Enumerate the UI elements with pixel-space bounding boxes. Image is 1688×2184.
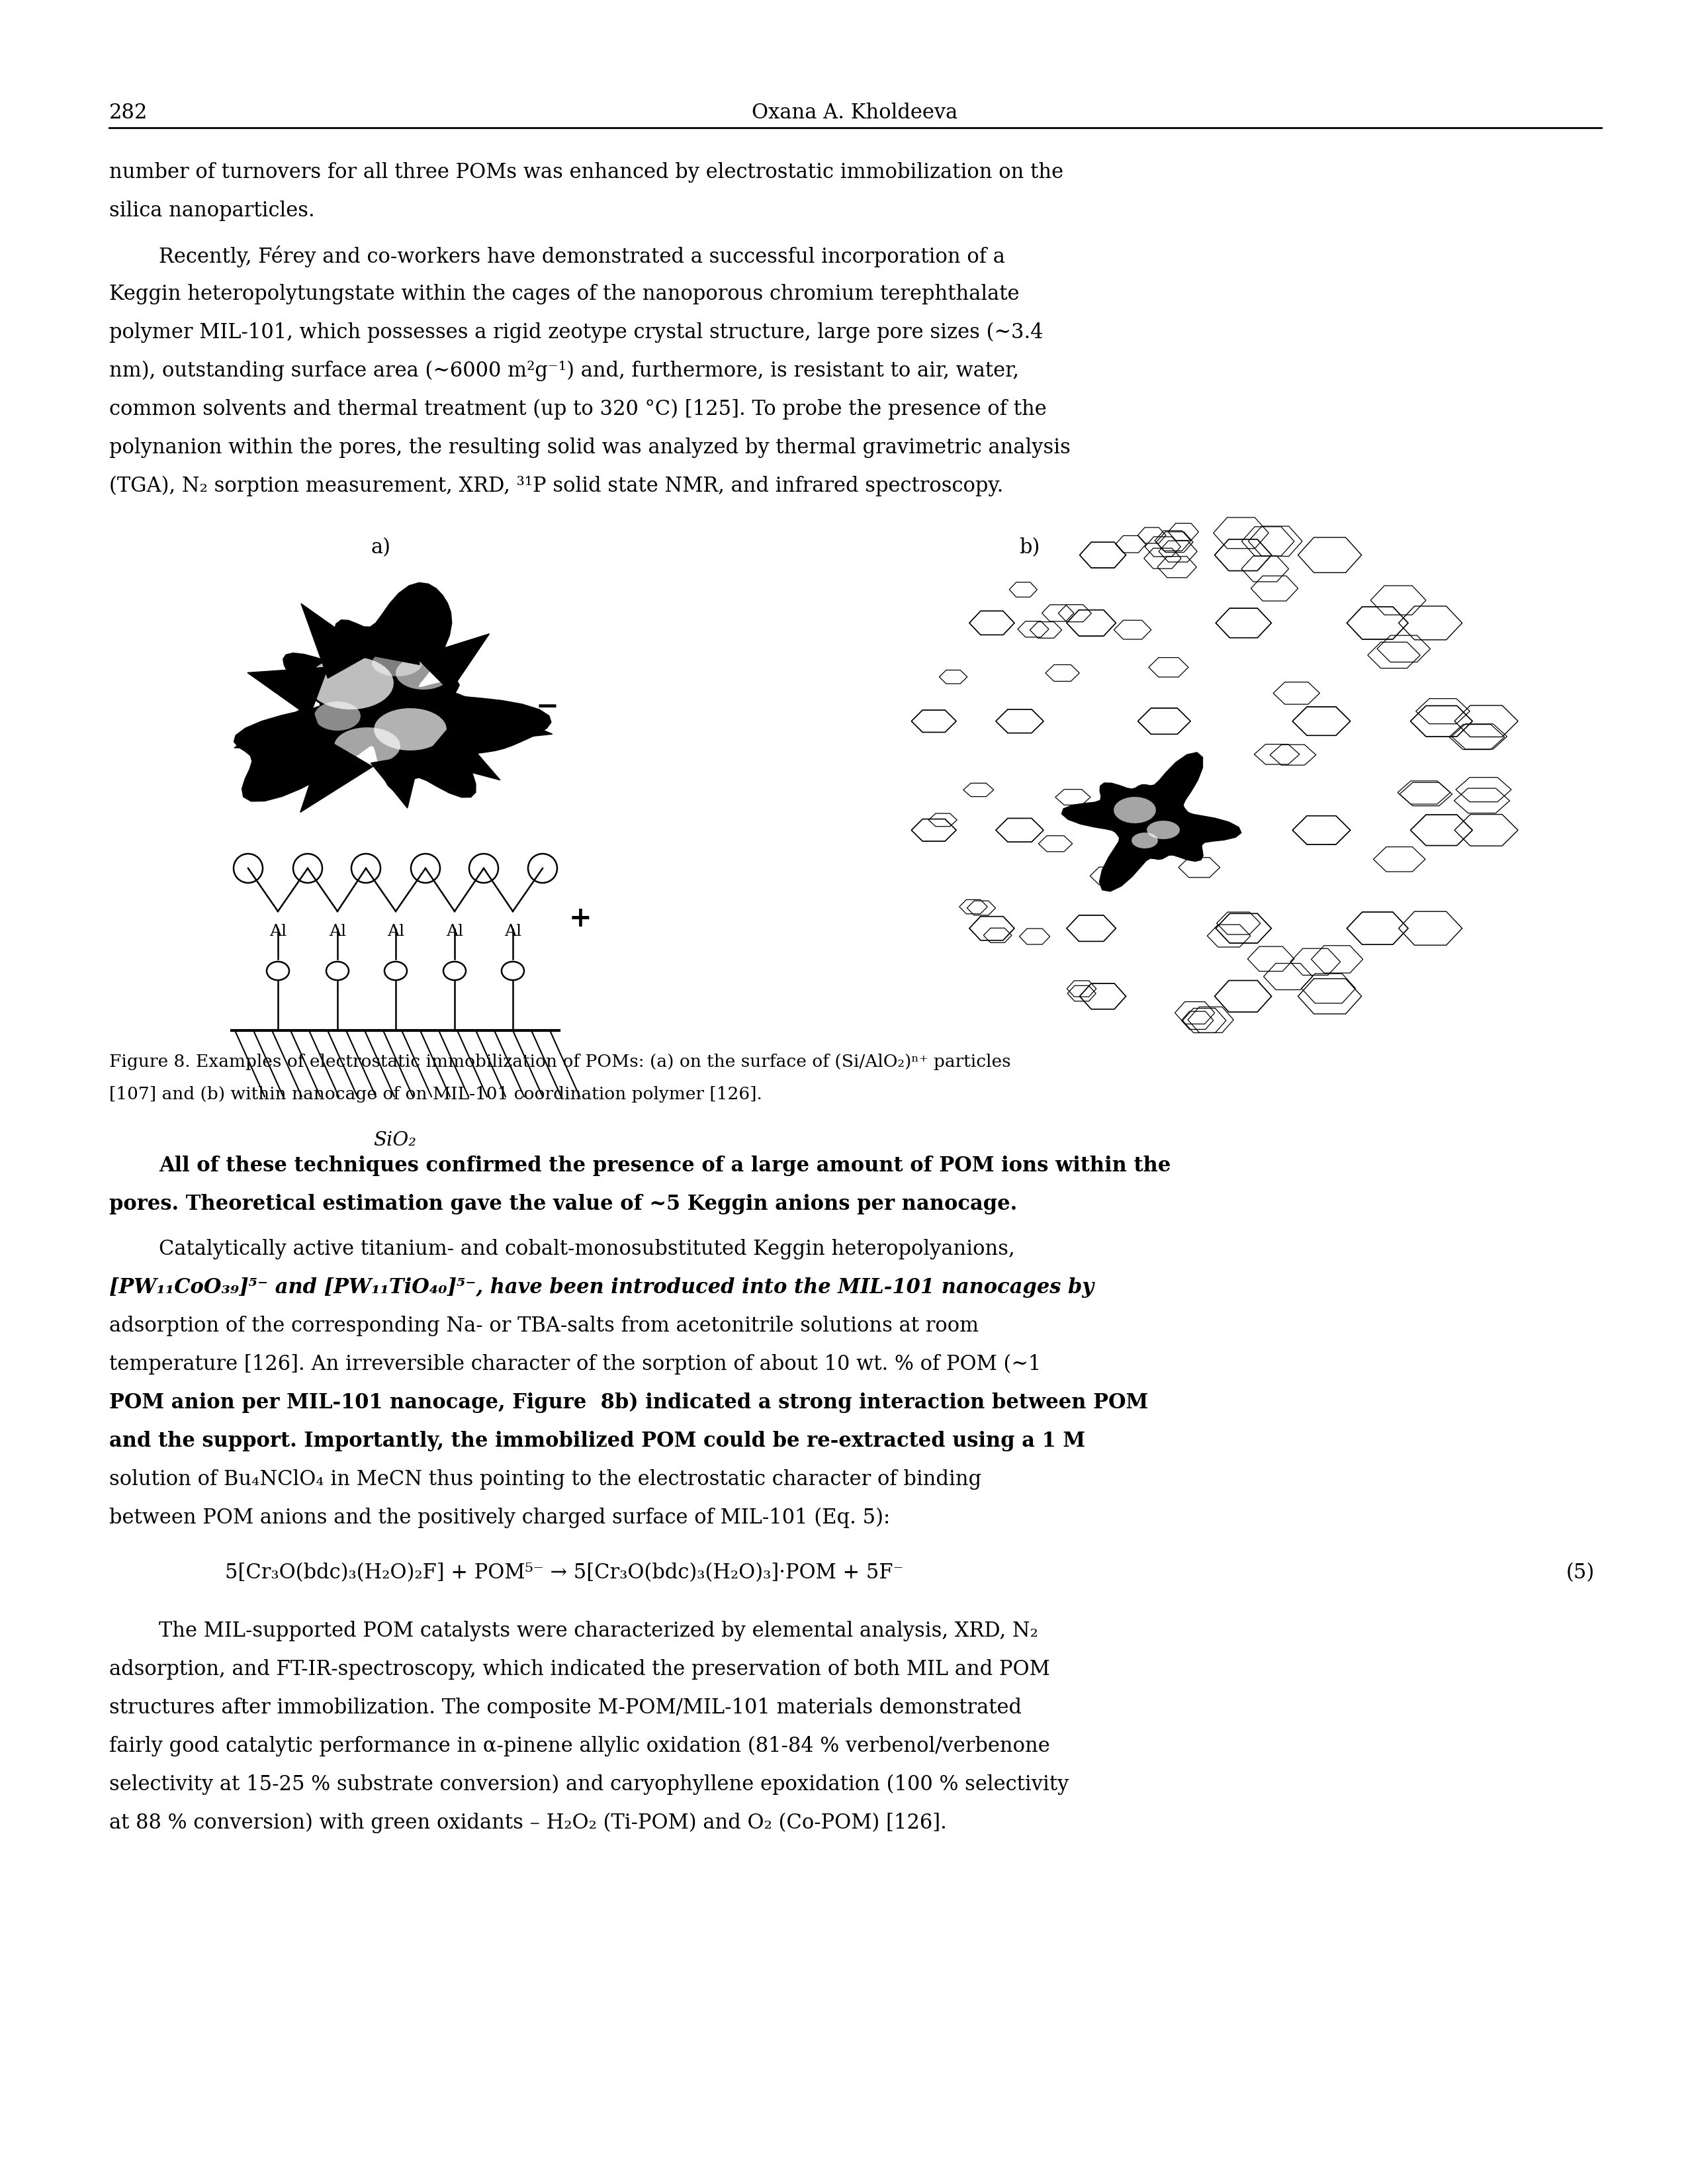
Text: fairly good catalytic performance in α-pinene allylic oxidation (81-84 % verbeno: fairly good catalytic performance in α-p… [110,1736,1050,1756]
Polygon shape [395,657,451,690]
Text: [107] and (b) within nanocage of on MIL-101 coordination polymer [126].: [107] and (b) within nanocage of on MIL-… [110,1085,763,1103]
Text: adsorption of the corresponding Na- or TBA-salts from acetonitrile solutions at : adsorption of the corresponding Na- or T… [110,1315,979,1337]
Text: structures after immobilization. The composite M-POM/MIL-101 materials demonstra: structures after immobilization. The com… [110,1697,1021,1719]
Polygon shape [371,753,420,808]
Text: silica nanoparticles.: silica nanoparticles. [110,201,314,221]
Polygon shape [375,598,420,664]
Text: temperature [126]. An irreversible character of the sorption of about 10 wt. % o: temperature [126]. An irreversible chara… [110,1354,1041,1374]
Text: selectivity at 15-25 % substrate conversion) and caryophyllene epoxidation (100 : selectivity at 15-25 % substrate convers… [110,1773,1069,1795]
Text: Al: Al [505,924,522,939]
Text: Recently, Férey and co-workers have demonstrated a successful incorporation of a: Recently, Férey and co-workers have demo… [159,245,1004,266]
Text: and the support. Importantly, the immobilized POM could be re-extracted using a : and the support. Importantly, the immobi… [110,1431,1085,1450]
Text: number of turnovers for all three POMs was enhanced by electrostatic immobilizat: number of turnovers for all three POMs w… [110,162,1063,183]
Polygon shape [300,738,373,812]
Polygon shape [422,723,500,780]
Polygon shape [248,666,327,716]
Text: Al: Al [387,924,405,939]
Polygon shape [1146,821,1180,839]
Text: (TGA), N₂ sorption measurement, XRD, ³¹P solid state NMR, and infrared spectrosc: (TGA), N₂ sorption measurement, XRD, ³¹P… [110,476,1003,496]
Text: Al: Al [329,924,346,939]
Text: 5[Cr₃O(bdc)₃(H₂O)₂F] + POM⁵⁻ → 5[Cr₃O(bdc)₃(H₂O)₃]·POM + 5F⁻: 5[Cr₃O(bdc)₃(H₂O)₂F] + POM⁵⁻ → 5[Cr₃O(bd… [225,1562,903,1583]
Polygon shape [314,701,361,732]
Text: Figure 8. Examples of electrostatic immobilization of POMs: (a) on the surface o: Figure 8. Examples of electrostatic immo… [110,1053,1011,1070]
Text: at 88 % conversion) with green oxidants – H₂O₂ (Ti-POM) and O₂ (Co-POM) [126].: at 88 % conversion) with green oxidants … [110,1813,947,1832]
Text: Catalytically active titanium- and cobalt-monosubstituted Keggin heteropolyanion: Catalytically active titanium- and cobal… [159,1238,1014,1260]
Polygon shape [1114,797,1156,823]
Text: a): a) [371,537,390,557]
Polygon shape [307,657,393,710]
Text: adsorption, and FT-IR-spectroscopy, which indicated the preservation of both MIL: adsorption, and FT-IR-spectroscopy, whic… [110,1660,1050,1679]
Text: The MIL-supported POM catalysts were characterized by elemental analysis, XRD, N: The MIL-supported POM catalysts were cha… [159,1621,1038,1640]
Polygon shape [1062,753,1241,891]
Text: SiO₂: SiO₂ [373,1131,417,1149]
Text: Al: Al [446,924,463,939]
Text: [PW₁₁CoO₃₉]⁵⁻ and [PW₁₁TiO₄₀]⁵⁻, have been introduced into the MIL-101 nanocages: [PW₁₁CoO₃₉]⁵⁻ and [PW₁₁TiO₄₀]⁵⁻, have be… [110,1278,1094,1297]
Polygon shape [415,633,490,692]
Polygon shape [375,708,447,751]
Text: Al: Al [270,924,287,939]
Polygon shape [1131,832,1158,847]
Polygon shape [235,703,326,749]
Polygon shape [334,727,400,764]
Text: All of these techniques confirmed the presence of a large amount of POM ions wit: All of these techniques confirmed the pr… [159,1155,1171,1175]
Text: 282: 282 [110,103,149,122]
Text: pores. Theoretical estimation gave the value of ~5 Keggin anions per nanocage.: pores. Theoretical estimation gave the v… [110,1195,1018,1214]
Text: between POM anions and the positively charged surface of MIL-101 (Eq. 5):: between POM anions and the positively ch… [110,1507,890,1529]
Polygon shape [447,695,552,745]
Text: polymer MIL-101, which possesses a rigid zeotype crystal structure, large pore s: polymer MIL-101, which possesses a rigid… [110,323,1043,343]
Text: Keggin heteropolytungstate within the cages of the nanoporous chromium terephtha: Keggin heteropolytungstate within the ca… [110,284,1020,304]
Polygon shape [300,603,371,679]
Text: (5): (5) [1566,1562,1595,1583]
Text: +: + [569,904,592,933]
Polygon shape [235,583,550,802]
Text: common solvents and thermal treatment (up to 320 °C) [125]. To probe the presenc: common solvents and thermal treatment (u… [110,400,1047,419]
Text: polynanion within the pores, the resulting solid was analyzed by thermal gravime: polynanion within the pores, the resulti… [110,437,1070,459]
Text: nm), outstanding surface area (~6000 m²g⁻¹) and, furthermore, is resistant to ai: nm), outstanding surface area (~6000 m²g… [110,360,1020,382]
Text: POM anion per MIL-101 nanocage, Figure  8b) indicated a strong interaction betwe: POM anion per MIL-101 nanocage, Figure 8… [110,1391,1148,1413]
Polygon shape [371,651,422,677]
Text: Oxana A. Kholdeeva: Oxana A. Kholdeeva [751,103,957,122]
Text: b): b) [1020,537,1040,557]
Text: −: − [537,692,559,721]
Text: solution of Bu₄NClO₄ in MeCN thus pointing to the electrostatic character of bin: solution of Bu₄NClO₄ in MeCN thus pointi… [110,1470,981,1489]
